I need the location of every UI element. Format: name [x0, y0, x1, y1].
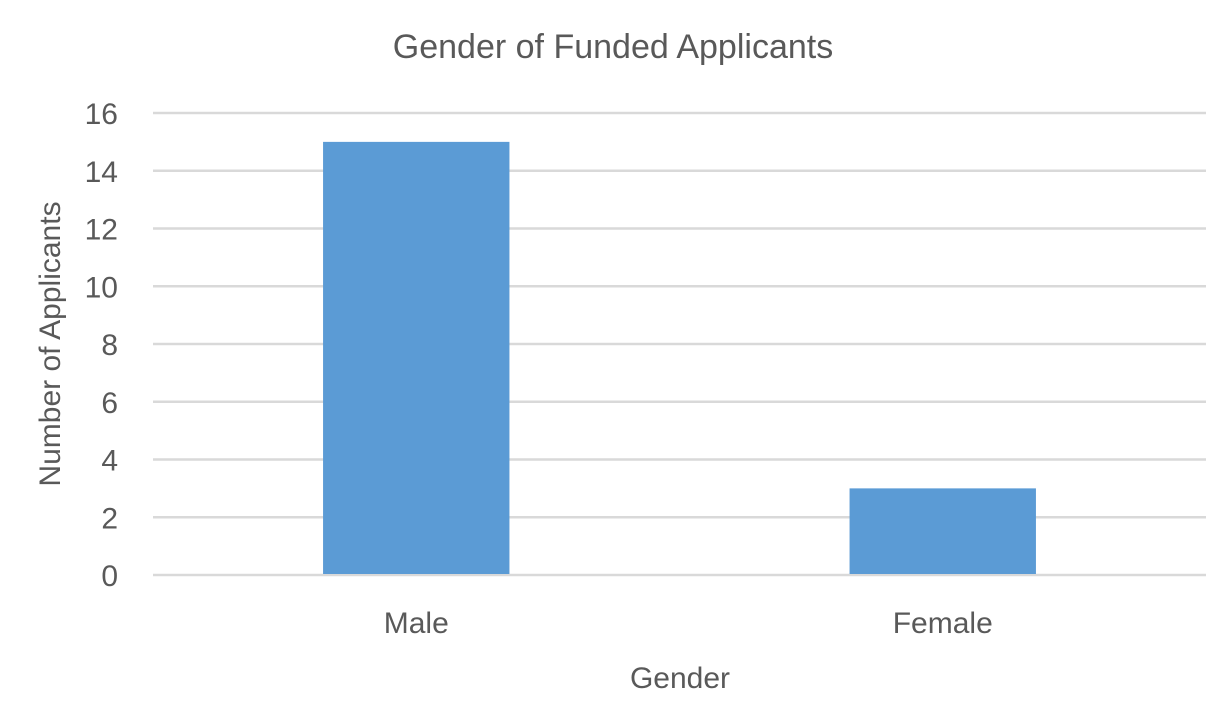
- chart-title: Gender of Funded Applicants: [393, 28, 833, 66]
- y-tick-label: 10: [85, 271, 118, 304]
- y-tick-label: 14: [85, 156, 118, 189]
- x-tick-label: Male: [384, 607, 449, 640]
- x-axis-title: Gender: [630, 662, 730, 695]
- x-tick-label: Female: [893, 607, 993, 640]
- y-tick-label: 16: [85, 98, 118, 131]
- bars: [323, 141, 1036, 574]
- y-tick-label: 8: [101, 329, 118, 362]
- y-axis-ticks: 0 2 4 6 8 10 12 14 16: [85, 98, 118, 593]
- y-tick-label: 6: [101, 387, 118, 420]
- bar-female: [849, 488, 1036, 574]
- y-tick-label: 2: [101, 502, 118, 535]
- gridlines: [153, 111, 1206, 577]
- bar-male: [323, 141, 510, 574]
- y-tick-label: 0: [101, 560, 118, 593]
- y-tick-label: 12: [85, 214, 118, 247]
- y-tick-label: 4: [101, 445, 118, 478]
- x-axis-ticks: Male Female: [384, 607, 993, 640]
- y-axis-title: Number of Applicants: [34, 201, 67, 486]
